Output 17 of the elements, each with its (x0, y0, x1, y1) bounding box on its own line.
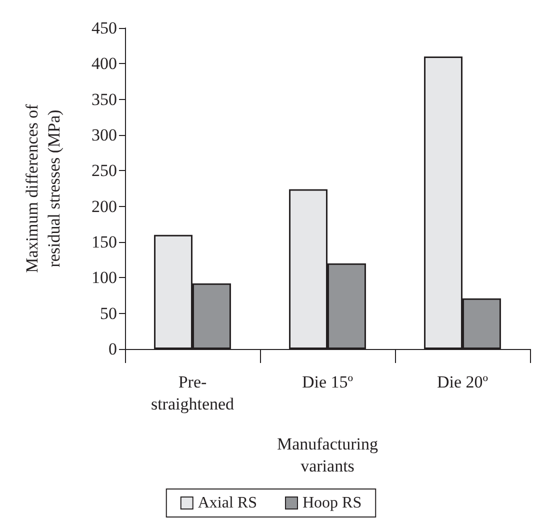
y-axis-title: Maximum differences of residual stresses (MPa) (22, 104, 64, 273)
y-tick-label: 200 (92, 196, 117, 216)
y-tick-label: 250 (92, 161, 117, 180)
y-tick-label: 300 (92, 126, 117, 144)
x-tick-label: Die 15º (302, 372, 354, 392)
y-tick-label: 0 (108, 340, 117, 358)
legend-label: Axial RS (198, 494, 258, 512)
y-tick-label: 400 (92, 54, 117, 74)
y-tick-label: 100 (92, 268, 117, 288)
x-tick-label: Pre- straightened (150, 372, 235, 414)
legend-label: Hoop RS (302, 494, 362, 512)
y-tick-label: 150 (92, 232, 117, 252)
y-tick-label: 50 (100, 304, 117, 323)
y-tick-label: 350 (92, 90, 117, 109)
y-tick-label: 450 (92, 18, 117, 38)
x-axis-title: Manufacturing variants (276, 434, 379, 476)
x-tick-label: Die 20º (436, 372, 488, 392)
